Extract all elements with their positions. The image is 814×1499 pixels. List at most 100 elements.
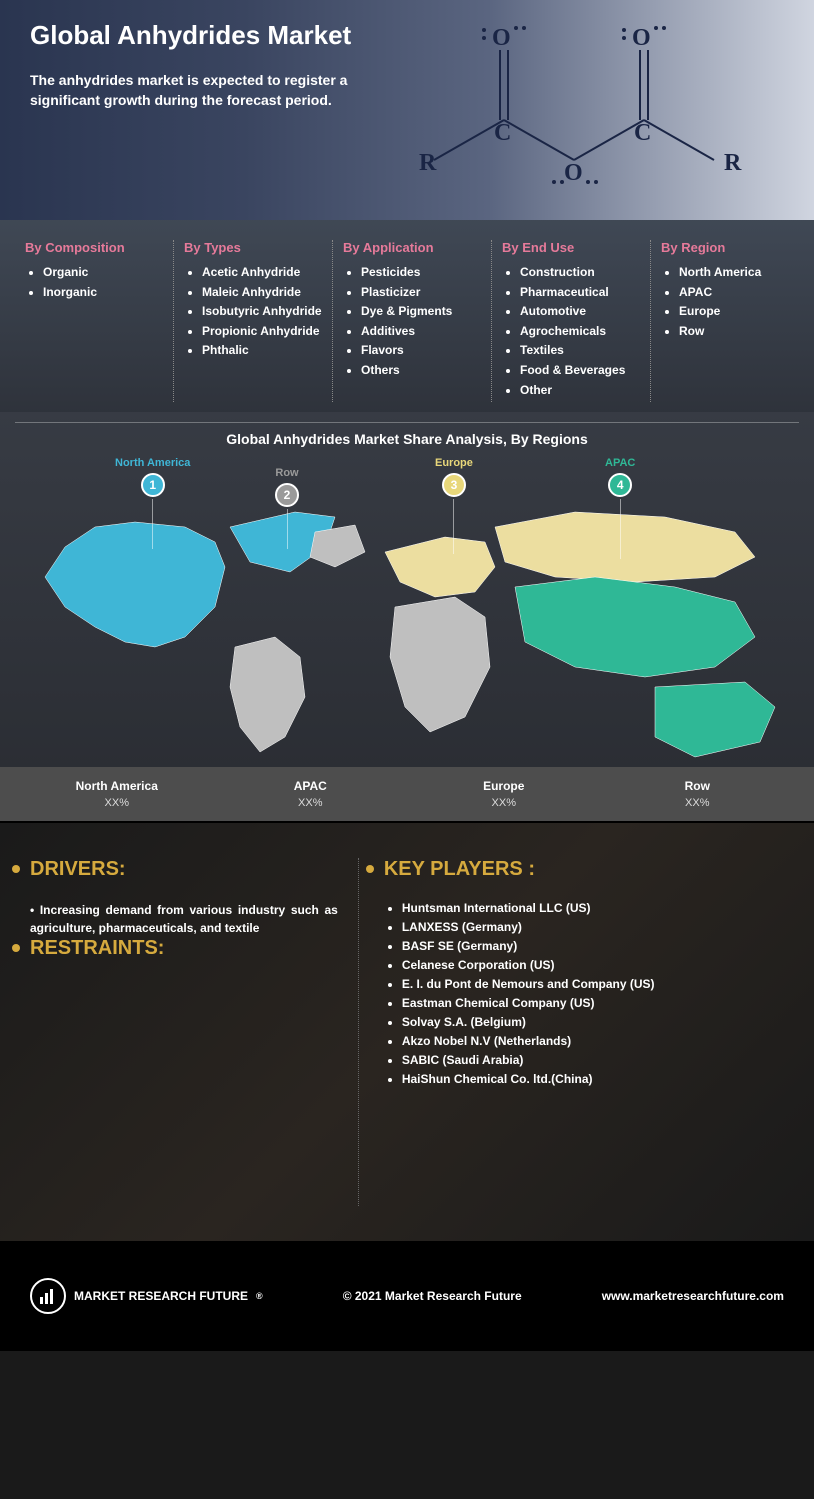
segment-column: By End Use Construction Pharmaceutical Auto…	[491, 240, 640, 402]
map-pin: North America 1	[115, 457, 190, 549]
segment-item: Textiles	[520, 343, 640, 359]
segment-item: Isobutyric Anhydride	[202, 304, 322, 320]
segment-column: By Composition OrganicInorganic	[15, 240, 163, 402]
segment-item: Automotive	[520, 304, 640, 320]
stat-item: Europe XX%	[407, 779, 601, 809]
pin-label: Row	[275, 467, 299, 479]
players-column: KEY PLAYERS : Huntsman International LLC…	[358, 858, 784, 1206]
segment-item: Construction	[520, 265, 640, 281]
segment-item: Flavors	[361, 343, 481, 359]
segment-item: Phthalic	[202, 343, 322, 359]
map-title: Global Anhydrides Market Share Analysis,…	[15, 422, 799, 447]
segment-title: By Types	[184, 240, 322, 255]
footer-logo: MARKET RESEARCH FUTURE ®	[30, 1278, 263, 1314]
svg-text:O: O	[492, 25, 511, 51]
stat-item: Row XX%	[601, 779, 795, 809]
stat-value: XX%	[601, 797, 795, 809]
restraints-heading: RESTRAINTS:	[30, 937, 338, 960]
stat-item: APAC XX%	[214, 779, 408, 809]
segments-row: By Composition OrganicInorganic By Types Ac…	[0, 220, 814, 412]
players-list: Huntsman International LLC (US) LANXESS (…	[384, 901, 784, 1086]
pin-label: North America	[115, 457, 190, 469]
drivers-players-section: DRIVERS: • Increasing demand from variou…	[0, 821, 814, 1241]
segment-item: Plasticizer	[361, 285, 481, 301]
footer-brand: MARKET RESEARCH FUTURE	[74, 1289, 248, 1303]
segment-item: Other	[520, 383, 640, 399]
player-item: BASF SE (Germany)	[402, 939, 784, 953]
player-item: HaiShun Chemical Co. ltd.(China)	[402, 1072, 784, 1086]
stat-name: APAC	[214, 779, 408, 793]
pin-badge: 1	[141, 473, 165, 497]
pin-label: Europe	[435, 457, 473, 469]
segment-column: By Region North America APAC Europe Row	[650, 240, 799, 402]
drivers-text: • Increasing demand from various industr…	[30, 901, 338, 937]
segment-list: Pesticides Plasticizer Dye & Pigments Addit…	[343, 265, 481, 379]
hero-banner: Global Anhydrides Market The anhydrides …	[0, 0, 814, 220]
logo-icon	[30, 1278, 66, 1314]
player-item: Celanese Corporation (US)	[402, 958, 784, 972]
segment-list: OrganicInorganic	[25, 265, 163, 300]
drivers-heading: DRIVERS:	[30, 858, 338, 881]
segment-item: APAC	[679, 285, 799, 301]
svg-text:O: O	[632, 25, 651, 51]
player-item: Huntsman International LLC (US)	[402, 901, 784, 915]
chemical-structure-icon: R R O C C O O	[404, 10, 784, 190]
segment-item: Agrochemicals	[520, 324, 640, 340]
player-item: E. I. du Pont de Nemours and Company (US…	[402, 977, 784, 991]
map-pin: Europe3	[435, 457, 473, 554]
player-item: Akzo Nobel N.V (Netherlands)	[402, 1034, 784, 1048]
stats-bar: North AmericaXX%APACXX%EuropeXX%RowXX%	[0, 767, 814, 821]
pin-line	[453, 499, 454, 554]
segment-item: Europe	[679, 304, 799, 320]
segment-title: By Region	[661, 240, 799, 255]
svg-text:O: O	[564, 160, 583, 186]
map-pin: Row 2	[275, 467, 299, 549]
segment-item: Row	[679, 324, 799, 340]
segment-item: Food & Beverages	[520, 363, 640, 379]
segment-title: By Application	[343, 240, 481, 255]
player-item: LANXESS (Germany)	[402, 920, 784, 934]
segment-column: By Types Acetic Anhydride Maleic Anhydride…	[173, 240, 322, 402]
stat-value: XX%	[214, 797, 408, 809]
pin-badge: 4	[608, 473, 632, 497]
pin-line	[287, 509, 288, 549]
footer: MARKET RESEARCH FUTURE ® © 2021 Market R…	[0, 1241, 814, 1351]
stat-name: Europe	[407, 779, 601, 793]
player-item: SABIC (Saudi Arabia)	[402, 1053, 784, 1067]
segment-item: Pharmaceutical	[520, 285, 640, 301]
segment-title: By End Use	[502, 240, 640, 255]
segment-item: Dye & Pigments	[361, 304, 481, 320]
players-heading: KEY PLAYERS :	[384, 858, 784, 881]
segment-column: By Application Pesticides Plasticizer Dye &…	[332, 240, 481, 402]
pin-label: APAC	[605, 457, 635, 469]
map-pin: APAC 4	[605, 457, 635, 559]
svg-text:C: C	[494, 120, 511, 146]
segment-item: Additives	[361, 324, 481, 340]
segment-item: Inorganic	[43, 285, 163, 301]
svg-text:C: C	[634, 120, 651, 146]
segment-item: Maleic Anhydride	[202, 285, 322, 301]
stat-name: Row	[601, 779, 795, 793]
segment-item: Pesticides	[361, 265, 481, 281]
pin-badge: 2	[275, 483, 299, 507]
segment-title: By Composition	[25, 240, 163, 255]
drivers-column: DRIVERS: • Increasing demand from variou…	[30, 858, 338, 1206]
map-section: Global Anhydrides Market Share Analysis,…	[0, 412, 814, 767]
segment-list: Acetic Anhydride Maleic Anhydride Isobutyr…	[184, 265, 322, 359]
pin-line	[152, 499, 153, 549]
footer-url: www.marketresearchfuture.com	[602, 1289, 784, 1303]
stat-item: North AmericaXX%	[20, 779, 214, 809]
player-item: Eastman Chemical Company (US)	[402, 996, 784, 1010]
stat-value: XX%	[407, 797, 601, 809]
hero-subtitle: The anhydrides market is expected to reg…	[30, 71, 410, 110]
player-item: Solvay S.A. (Belgium)	[402, 1015, 784, 1029]
segment-item: Acetic Anhydride	[202, 265, 322, 281]
segment-item: North America	[679, 265, 799, 281]
segment-list: North America APAC Europe Row	[661, 265, 799, 339]
segment-item: Others	[361, 363, 481, 379]
segment-list: Construction Pharmaceutical Automotive Agro…	[502, 265, 640, 398]
pin-line	[620, 499, 621, 559]
svg-text:R: R	[419, 150, 437, 176]
svg-text:R: R	[724, 150, 742, 176]
footer-copyright: © 2021 Market Research Future	[343, 1289, 522, 1303]
